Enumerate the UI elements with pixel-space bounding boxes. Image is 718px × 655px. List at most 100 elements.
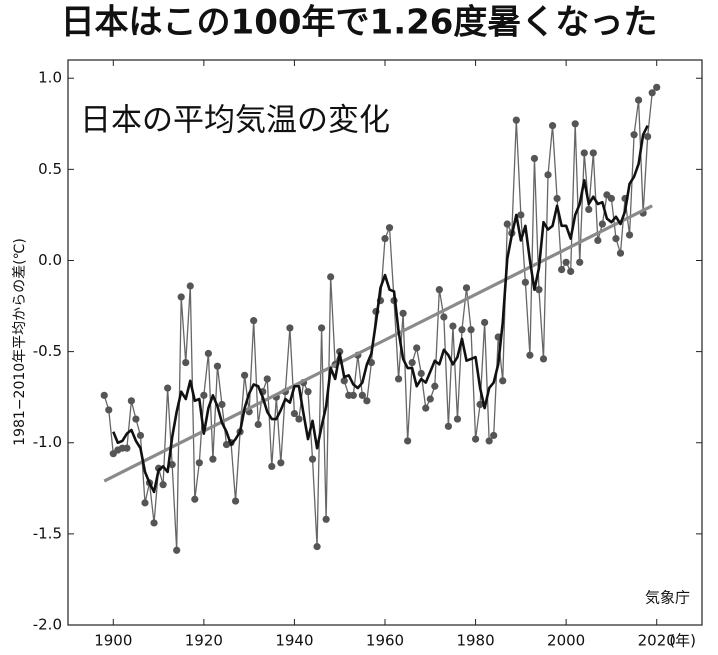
data-point — [535, 286, 543, 294]
data-point — [526, 351, 534, 359]
x-tick-label: 2020 — [638, 632, 676, 650]
data-point — [553, 194, 561, 203]
data-point — [576, 258, 584, 266]
data-point — [517, 211, 525, 219]
x-axis-unit: (年) — [669, 632, 696, 650]
data-point — [404, 437, 412, 445]
data-point — [462, 284, 471, 292]
data-point — [422, 404, 430, 412]
data-point — [653, 83, 661, 91]
data-point — [413, 344, 421, 352]
data-point — [644, 132, 652, 141]
data-point — [440, 313, 448, 321]
data-point — [499, 377, 507, 385]
data-point — [277, 459, 285, 467]
data-point — [254, 420, 262, 429]
x-tick-label: 1980 — [456, 632, 494, 650]
data-point — [385, 224, 394, 232]
series-line — [103, 204, 653, 483]
data-point — [268, 462, 276, 471]
data-point — [630, 131, 638, 139]
series-line — [112, 125, 649, 494]
data-point — [616, 249, 625, 257]
data-point — [394, 375, 403, 383]
data-point — [381, 235, 389, 243]
data-point — [417, 369, 425, 378]
data-point — [476, 400, 484, 409]
data-point — [426, 395, 434, 403]
data-point — [340, 377, 348, 385]
data-point — [558, 265, 566, 274]
y-axis-label: 1981−2010年平均からの差(℃) — [12, 238, 28, 446]
data-point — [453, 415, 462, 423]
data-point — [607, 194, 616, 203]
data-point — [241, 371, 249, 379]
data-point — [594, 236, 602, 245]
data-point — [100, 391, 108, 399]
data-point — [431, 382, 439, 390]
data-point — [204, 349, 212, 358]
data-point — [123, 444, 131, 452]
data-point — [408, 358, 416, 367]
data-point — [105, 406, 113, 414]
data-point — [231, 497, 240, 505]
data-point — [164, 384, 172, 392]
y-tick-label: 0.5 — [38, 160, 62, 178]
data-point — [548, 122, 557, 130]
x-tick-label: 1900 — [94, 632, 132, 650]
data-point — [336, 348, 344, 356]
data-point — [467, 326, 475, 334]
data-point — [177, 293, 185, 301]
data-point — [141, 499, 149, 507]
data-point — [349, 391, 357, 399]
data-point — [290, 409, 299, 418]
data-point — [580, 149, 588, 157]
data-point — [648, 89, 656, 97]
data-point — [182, 358, 190, 367]
x-tick-label: 2000 — [547, 632, 585, 650]
data-point — [173, 546, 181, 554]
data-point — [186, 282, 194, 290]
data-point — [490, 431, 498, 440]
x-tick-label: 1960 — [366, 632, 404, 650]
data-point — [195, 459, 203, 467]
data-point — [399, 309, 407, 317]
data-point — [363, 397, 371, 405]
data-point — [571, 120, 579, 128]
data-point — [132, 415, 140, 423]
data-point — [589, 149, 597, 157]
data-point — [191, 495, 199, 503]
data-point — [308, 455, 317, 463]
data-point — [168, 461, 176, 469]
data-point — [286, 324, 294, 332]
data-point — [127, 397, 135, 405]
data-point — [250, 317, 258, 325]
data-point — [304, 388, 312, 396]
data-point — [567, 267, 575, 276]
data-point — [435, 286, 443, 294]
data-point — [322, 515, 330, 523]
data-point — [521, 278, 529, 286]
data-point — [503, 220, 511, 228]
series-line — [103, 86, 658, 551]
data-point — [318, 324, 326, 332]
data-point — [213, 362, 222, 370]
data-point — [200, 391, 208, 399]
data-point — [295, 415, 303, 423]
data-point — [358, 391, 366, 399]
data-point — [159, 481, 167, 489]
data-point — [136, 431, 145, 440]
y-tick-label: -1.0 — [33, 433, 62, 451]
source-note: 気象庁 — [645, 589, 690, 607]
data-point — [585, 205, 593, 214]
data-point — [209, 455, 217, 463]
data-point — [539, 355, 548, 363]
data-point — [562, 258, 570, 266]
data-point — [471, 435, 480, 443]
y-tick-label: -0.5 — [33, 342, 62, 360]
y-tick-label: 1.0 — [38, 69, 62, 87]
data-point — [481, 318, 489, 327]
y-tick-label: -1.5 — [33, 524, 62, 542]
